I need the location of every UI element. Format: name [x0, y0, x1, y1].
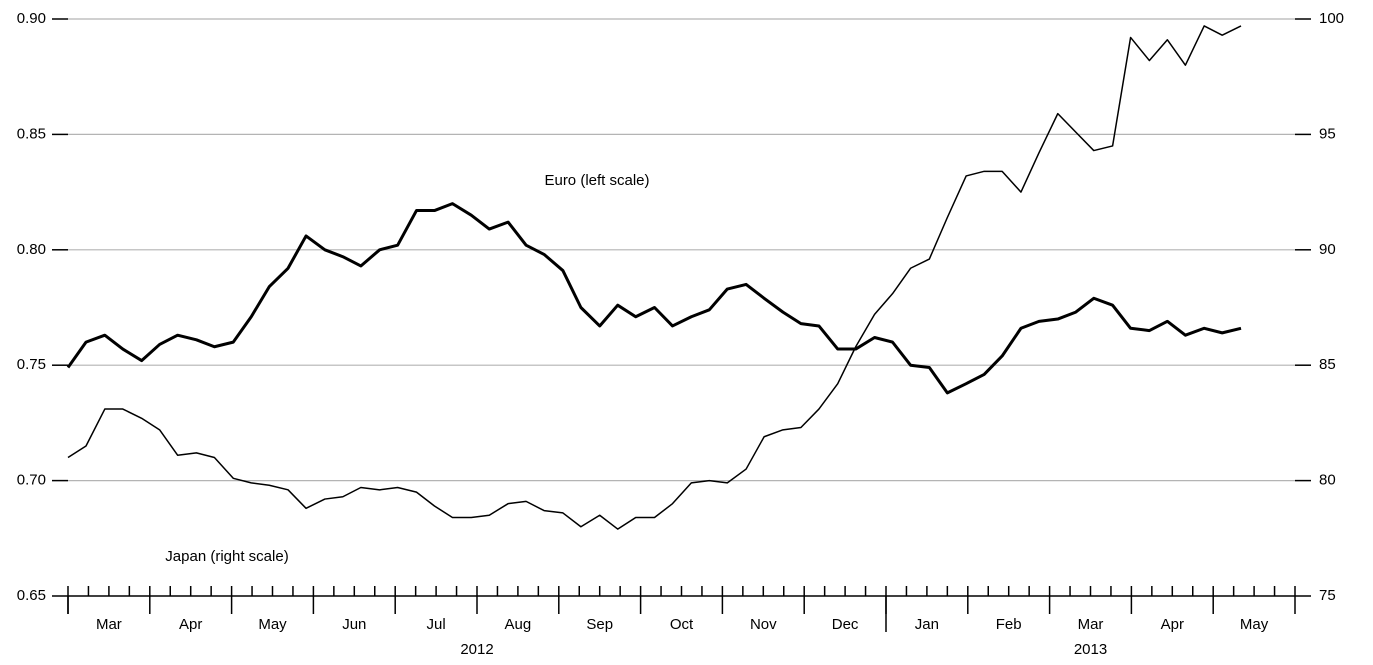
x-tick-label: Mar	[1078, 616, 1104, 633]
x-tick-label: Oct	[670, 616, 694, 633]
y-tick-label: 0.65	[17, 587, 46, 604]
y-tick-label: 0.75	[17, 356, 46, 373]
annotation: Euro (left scale)	[544, 172, 649, 189]
y-tick-label: 0.70	[17, 472, 46, 489]
y2-tick-label: 75	[1319, 587, 1336, 604]
x-tick-label: Nov	[750, 616, 777, 633]
y2-tick-label: 100	[1319, 10, 1344, 27]
x-tick-label: Apr	[179, 616, 202, 633]
x-tick-label: Jun	[342, 616, 366, 633]
annotation: Japan (right scale)	[165, 548, 288, 565]
y2-tick-label: 80	[1319, 472, 1336, 489]
x-group-label: 2012	[460, 641, 493, 658]
x-tick-label: Apr	[1161, 616, 1184, 633]
x-tick-label: May	[258, 616, 287, 633]
x-tick-label: Aug	[505, 616, 532, 633]
line-series	[67, 25, 1242, 530]
y-tick-label: 0.90	[17, 10, 46, 27]
line-series	[66, 202, 1242, 395]
x-tick-label: Jul	[427, 616, 446, 633]
x-group-label: 2013	[1074, 641, 1107, 658]
y-tick-label: 0.80	[17, 241, 46, 258]
y2-tick-label: 90	[1319, 241, 1336, 258]
x-tick-label: Dec	[832, 616, 859, 633]
x-tick-label: May	[1240, 616, 1269, 633]
x-tick-label: Feb	[996, 616, 1022, 633]
x-tick-label: Jan	[915, 616, 939, 633]
y2-tick-label: 85	[1319, 356, 1336, 373]
x-tick-label: Mar	[96, 616, 122, 633]
x-tick-label: Sep	[586, 616, 613, 633]
y2-tick-label: 95	[1319, 125, 1336, 142]
y-tick-label: 0.85	[17, 125, 46, 142]
